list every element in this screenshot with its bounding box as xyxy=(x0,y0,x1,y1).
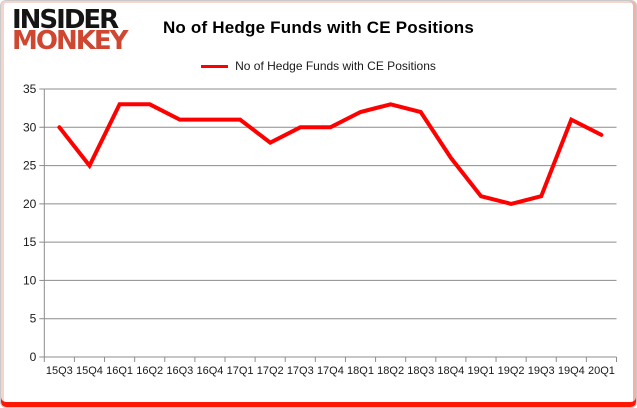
x-tick-label: 17Q3 xyxy=(287,365,314,377)
y-tick-label: 30 xyxy=(23,120,37,134)
y-tick-label: 15 xyxy=(23,235,37,249)
logo-line-monkey: MONKEY xyxy=(12,26,128,57)
y-tick-label: 20 xyxy=(23,197,37,211)
x-tick-label: 16Q4 xyxy=(196,365,223,377)
y-tick-label: 5 xyxy=(30,312,37,326)
series-line xyxy=(57,102,604,206)
x-tick-label: 18Q4 xyxy=(437,365,464,377)
x-tick-label: 19Q1 xyxy=(468,365,495,377)
y-tick-label: 0 xyxy=(30,350,37,364)
legend-line-swatch-icon xyxy=(201,64,229,68)
x-tick-label: 18Q2 xyxy=(377,365,404,377)
x-tick-label: 20Q1 xyxy=(588,365,615,377)
x-tick-label: 16Q2 xyxy=(136,365,163,377)
logo-line-insider: INSIDER xyxy=(12,5,119,35)
x-tick-label: 17Q1 xyxy=(227,365,254,377)
x-tick-label: 18Q1 xyxy=(347,365,374,377)
x-tick-label: 18Q3 xyxy=(407,365,434,377)
x-tick-label: 19Q2 xyxy=(498,365,525,377)
x-tick-label: 19Q4 xyxy=(558,365,585,377)
chart-legend: No of Hedge Funds with CE Positions xyxy=(1,59,636,73)
x-tick-label: 15Q3 xyxy=(46,365,73,377)
x-tick-label: 16Q1 xyxy=(106,365,133,377)
x-tick-label: 15Q4 xyxy=(76,365,103,377)
insider-monkey-logo: INSIDER MONKEY xyxy=(12,5,128,57)
x-tick-label: 16Q3 xyxy=(166,365,193,377)
y-tick-label: 25 xyxy=(23,159,37,173)
legend-label: No of Hedge Funds with CE Positions xyxy=(235,59,436,73)
chart-title: No of Hedge Funds with CE Positions xyxy=(162,18,475,37)
y-tick-label: 35 xyxy=(23,82,37,96)
y-tick-label: 10 xyxy=(23,273,37,287)
x-tick-label: 17Q2 xyxy=(257,365,284,377)
x-tick-label: 17Q4 xyxy=(317,365,344,377)
x-tick-label: 19Q3 xyxy=(528,365,555,377)
